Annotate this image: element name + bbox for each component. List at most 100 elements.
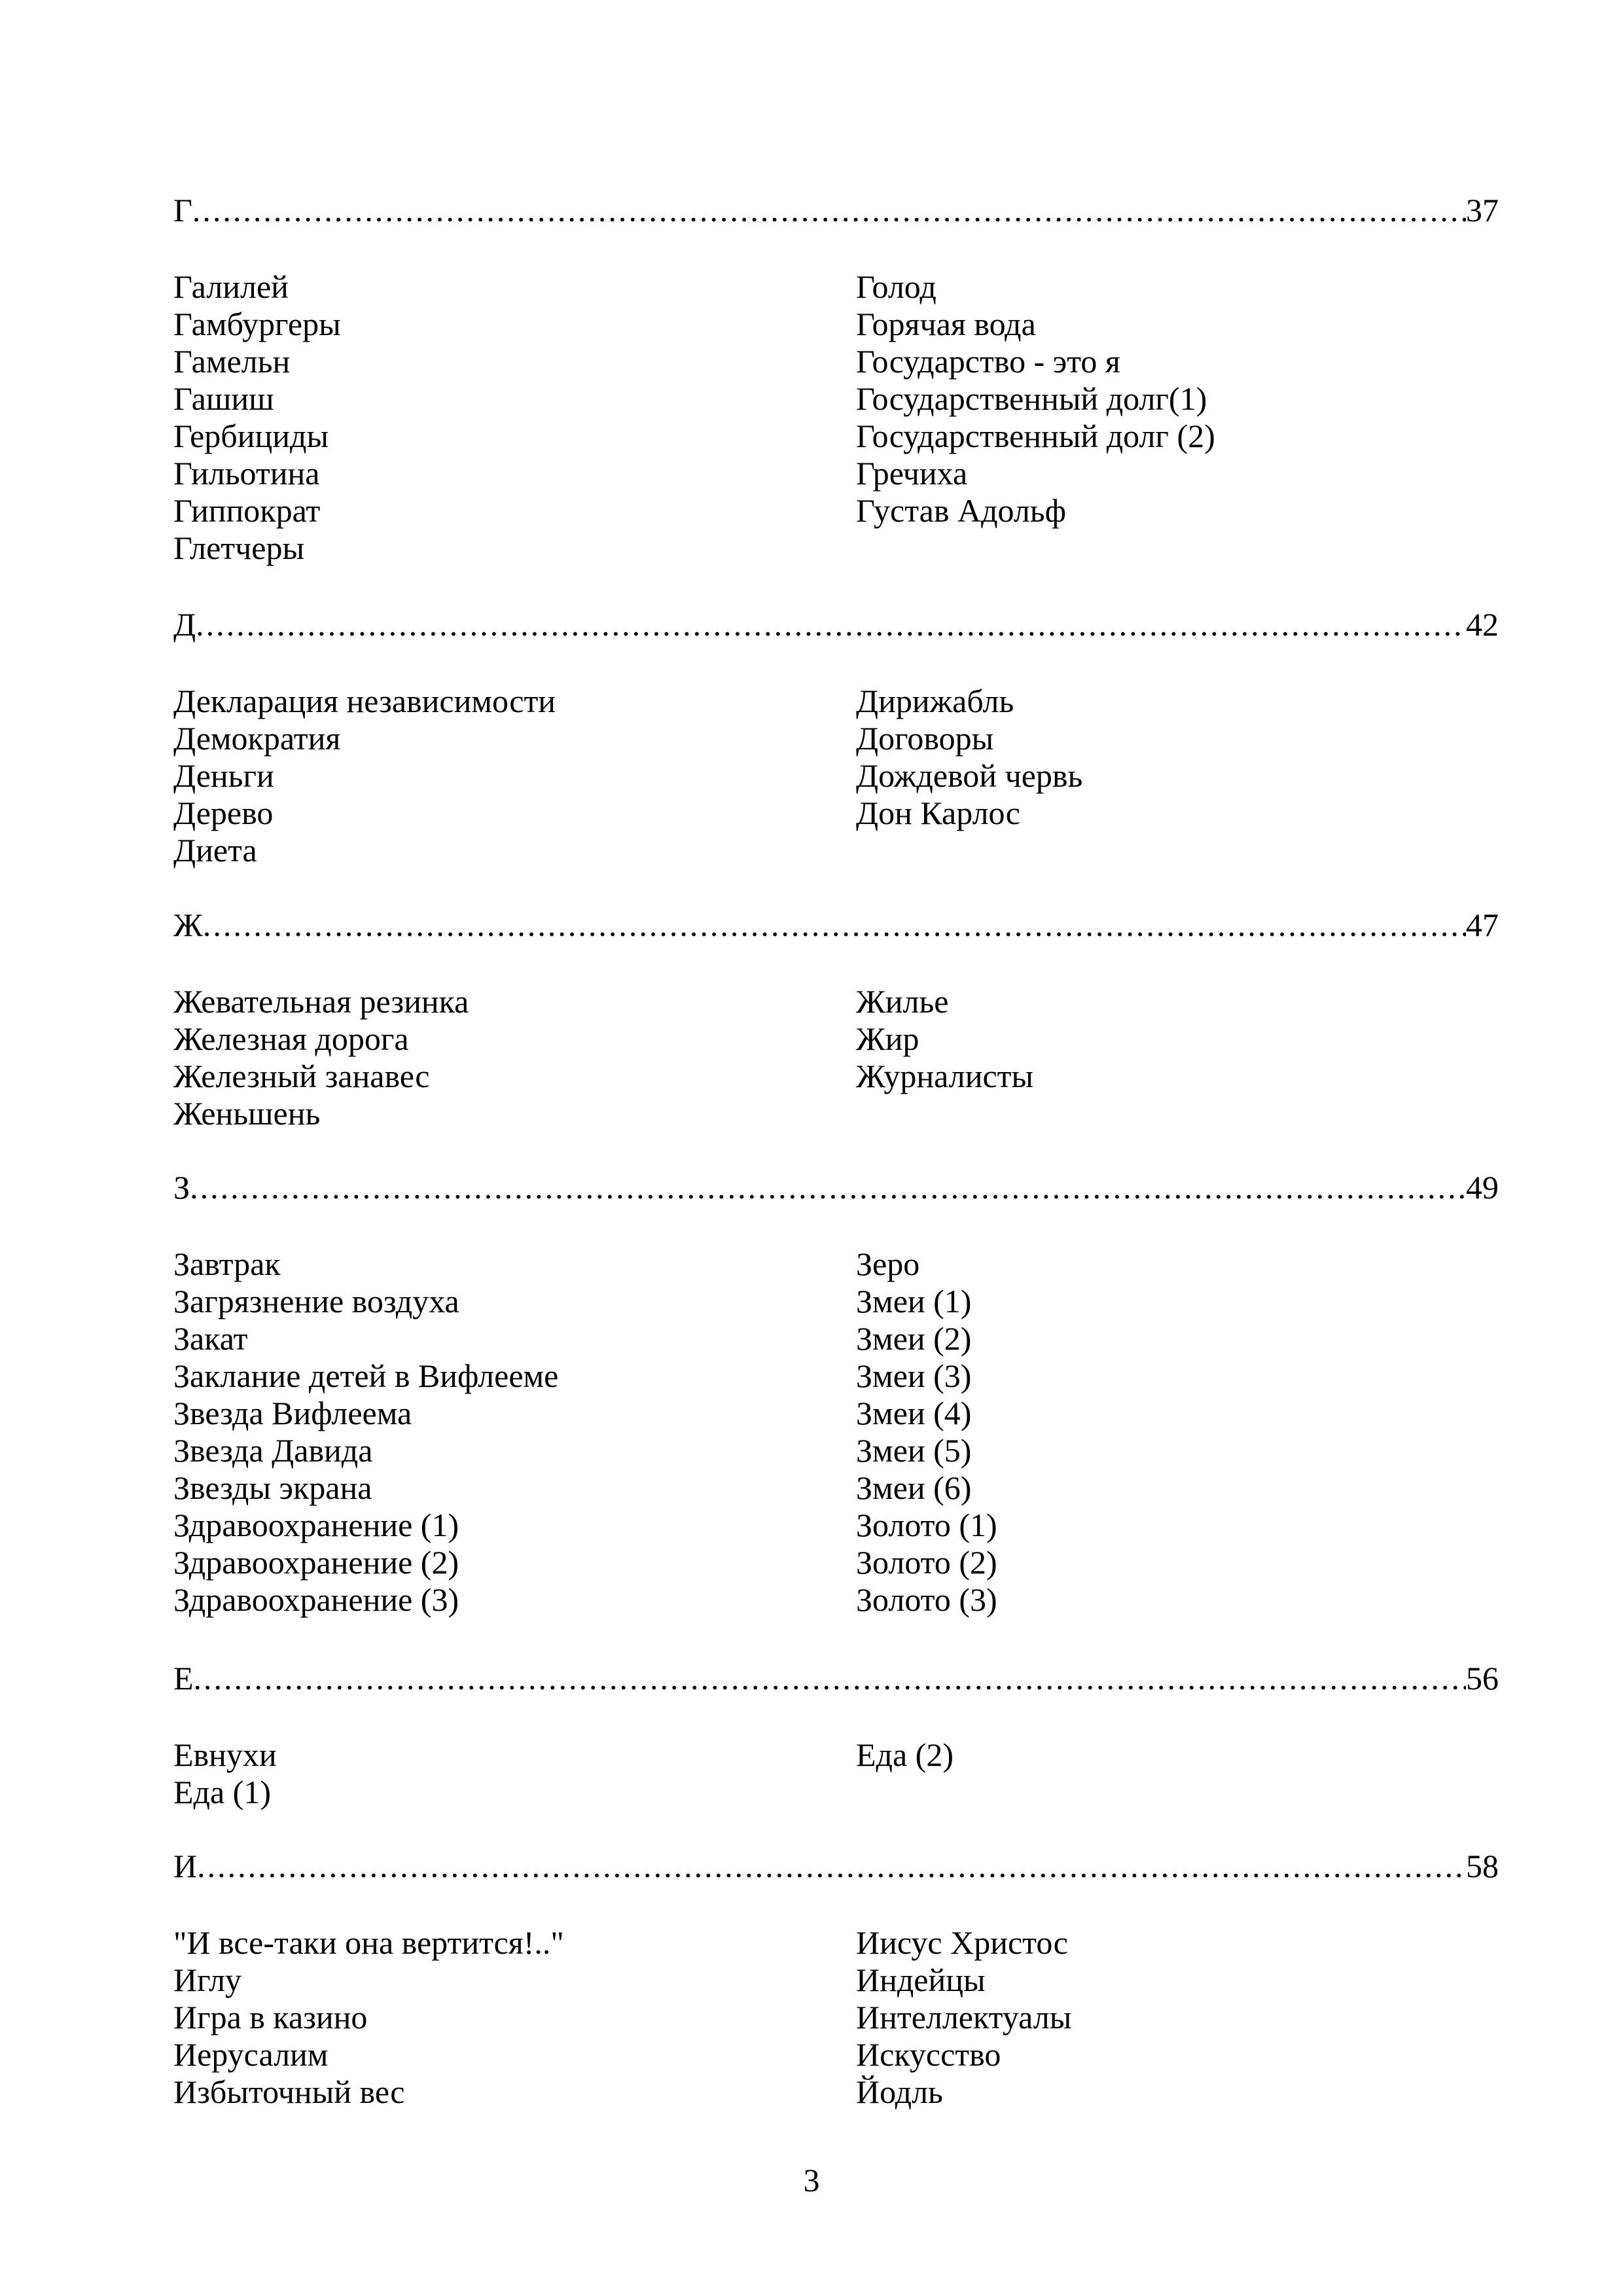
toc-entry: Гамбургеры bbox=[173, 306, 341, 342]
toc-entry: Зеро bbox=[856, 1246, 920, 1282]
section-letter: Г bbox=[173, 192, 192, 228]
toc-entry: Звезды экрана bbox=[173, 1469, 372, 1506]
toc-entry: Евнухи bbox=[173, 1736, 277, 1773]
entry-column-left: Жевательная резинка Железная дорога Железн… bbox=[173, 983, 856, 1132]
section-letter: Д bbox=[173, 606, 196, 643]
entry-column-left: Евнухи Еда (1) bbox=[173, 1736, 856, 1811]
toc-entry: Золото (1) bbox=[856, 1507, 997, 1543]
toc-entry: Журналисты bbox=[856, 1058, 1034, 1094]
toc-section-heading: И 58 bbox=[173, 1848, 1499, 1885]
entry-column-left: Галилей Гамбургеры Гамельн Гашиш Гербициды Ги… bbox=[173, 268, 856, 567]
toc-entry: Дирижабль bbox=[856, 683, 1014, 719]
toc-entry: Гашиш bbox=[173, 380, 274, 417]
toc-entry: Декларация независимости bbox=[173, 683, 556, 719]
toc-entry: Государственный долг (2) bbox=[856, 418, 1215, 454]
toc-section-heading: Е 56 bbox=[173, 1660, 1499, 1697]
toc-entry: Искусство bbox=[856, 2036, 1001, 2073]
dot-leader bbox=[196, 606, 1466, 643]
toc-entry: Игра в казино bbox=[173, 1999, 368, 2036]
toc-entry: Змеи (5) bbox=[856, 1432, 972, 1469]
entry-column-right: Еда (2) bbox=[856, 1736, 1499, 1811]
toc-entry: Здравоохранение (3) bbox=[173, 1581, 459, 1618]
entry-column-right: Жилье Жир Журналисты bbox=[856, 983, 1499, 1132]
toc-section-И: И 58 "И все-таки она вертится!.."ИглуИгра … bbox=[173, 1848, 1499, 2111]
toc-entry: Государственный долг(1) bbox=[856, 380, 1207, 417]
toc-section-heading: Г 37 bbox=[173, 192, 1499, 229]
entry-columns: "И все-таки она вертится!.." Иглу Игра в к… bbox=[173, 1924, 1499, 2111]
toc-entry: Железный занавес bbox=[173, 1058, 430, 1094]
toc-entry: Змеи (6) bbox=[856, 1469, 972, 1506]
toc-entry: Жир bbox=[856, 1020, 919, 1057]
toc-entry: Звезда Давида bbox=[173, 1432, 373, 1469]
toc-entry: Змеи (1) bbox=[856, 1283, 972, 1319]
toc-entry: Женьшень bbox=[173, 1095, 321, 1132]
toc-section-Г: Г 37 ГалилейГамбургерыГамельнГашишГербицид… bbox=[173, 192, 1499, 567]
toc-entry: Еда (1) bbox=[173, 1774, 271, 1810]
toc-entry: Дождевой червь bbox=[856, 757, 1083, 794]
toc-entry: Интеллектуалы bbox=[856, 1999, 1072, 2036]
toc-entry: Гамельн bbox=[173, 343, 291, 380]
toc-entry: Дерево bbox=[173, 795, 274, 831]
toc-entry: Диета bbox=[173, 832, 257, 869]
entry-column-right: Голод Горячая вода Государство - это я Госу… bbox=[856, 268, 1499, 567]
toc-entry: Жилье bbox=[856, 983, 949, 1020]
toc-entry: Гильотина bbox=[173, 455, 320, 492]
entry-column-right: Зеро Змеи (1) Змеи (2) Змеи (3) Змеи (4) Змеи… bbox=[856, 1246, 1499, 1619]
toc-entry: Иглу bbox=[173, 1962, 242, 1998]
entry-column-left: Декларация независимости Демократия Деньги… bbox=[173, 683, 856, 869]
section-letter: З bbox=[173, 1169, 190, 1206]
toc-entry: Деньги bbox=[173, 757, 274, 794]
toc-section-heading: Ж 47 bbox=[173, 906, 1499, 944]
toc-entry: Закат bbox=[173, 1320, 248, 1357]
section-letter: Ж bbox=[173, 906, 203, 943]
toc-entry: Дон Карлос bbox=[856, 795, 1020, 831]
toc-entry: Завтрак bbox=[173, 1246, 281, 1282]
toc-entry: Гречиха bbox=[856, 455, 968, 492]
toc-entry: Жевательная резинка bbox=[173, 983, 469, 1020]
entry-column-right: Иисус Христос Индейцы Интеллектуалы Искусст… bbox=[856, 1924, 1499, 2111]
toc-entry: Договоры bbox=[856, 720, 994, 757]
toc-entry: Голод bbox=[856, 268, 936, 305]
section-page-number: 56 bbox=[1466, 1660, 1499, 1696]
entry-column-right: Дирижабль Договоры Дождевой червь Дон Карло… bbox=[856, 683, 1499, 869]
toc-entry: Звезда Вифлеема bbox=[173, 1395, 412, 1431]
toc-entry: Избыточный вес bbox=[173, 2073, 405, 2110]
toc-entry: Гиппократ bbox=[173, 492, 321, 529]
toc-entry: Здравоохранение (2) bbox=[173, 1544, 459, 1581]
toc-entry: Золото (3) bbox=[856, 1581, 997, 1618]
toc-entry: Галилей bbox=[173, 268, 289, 305]
toc-section-Д: Д 42 Декларация независимостиДемократияДен… bbox=[173, 606, 1499, 869]
toc-entry: Здравоохранение (1) bbox=[173, 1507, 459, 1543]
section-page-number: 47 bbox=[1466, 906, 1499, 943]
section-letter: И bbox=[173, 1848, 198, 1884]
toc-entry: "И все-таки она вертится!.." bbox=[173, 1924, 564, 1961]
toc-section-heading: З 49 bbox=[173, 1169, 1499, 1206]
entry-column-left: "И все-таки она вертится!.." Иглу Игра в к… bbox=[173, 1924, 856, 2111]
toc-entry: Государство - это я bbox=[856, 343, 1120, 380]
entry-columns: Жевательная резинка Железная дорога Железн… bbox=[173, 983, 1499, 1132]
toc-entry: Змеи (3) bbox=[856, 1357, 972, 1394]
dot-leader bbox=[194, 1660, 1466, 1697]
dot-leader bbox=[203, 906, 1466, 944]
toc-entry: Демократия bbox=[173, 720, 341, 757]
toc-entry: Змеи (2) bbox=[856, 1320, 972, 1357]
toc: Г 37 ГалилейГамбургерыГамельнГашишГербицид… bbox=[173, 0, 1499, 2296]
entry-columns: Завтрак Загрязнение воздуха Закат Заклание … bbox=[173, 1246, 1499, 1619]
entry-column-left: Завтрак Загрязнение воздуха Закат Заклание … bbox=[173, 1246, 856, 1619]
toc-entry: Гербициды bbox=[173, 418, 329, 454]
dot-leader bbox=[190, 1169, 1466, 1206]
toc-entry: Железная дорога bbox=[173, 1020, 409, 1057]
toc-entry: Золото (2) bbox=[856, 1544, 997, 1581]
dot-leader bbox=[197, 1848, 1466, 1885]
toc-entry: Загрязнение воздуха bbox=[173, 1283, 459, 1319]
toc-entry: Еда (2) bbox=[856, 1736, 954, 1773]
toc-section-heading: Д 42 bbox=[173, 606, 1499, 643]
toc-entry: Индейцы bbox=[856, 1962, 986, 1998]
toc-entry: Змеи (4) bbox=[856, 1395, 972, 1431]
page-number-footer: 3 bbox=[803, 2162, 820, 2198]
entry-columns: Евнухи Еда (1) Еда (2) bbox=[173, 1736, 1499, 1811]
toc-section-Е: Е56ЕвнухиЕда (1)Еда (2) bbox=[173, 1660, 1499, 1811]
